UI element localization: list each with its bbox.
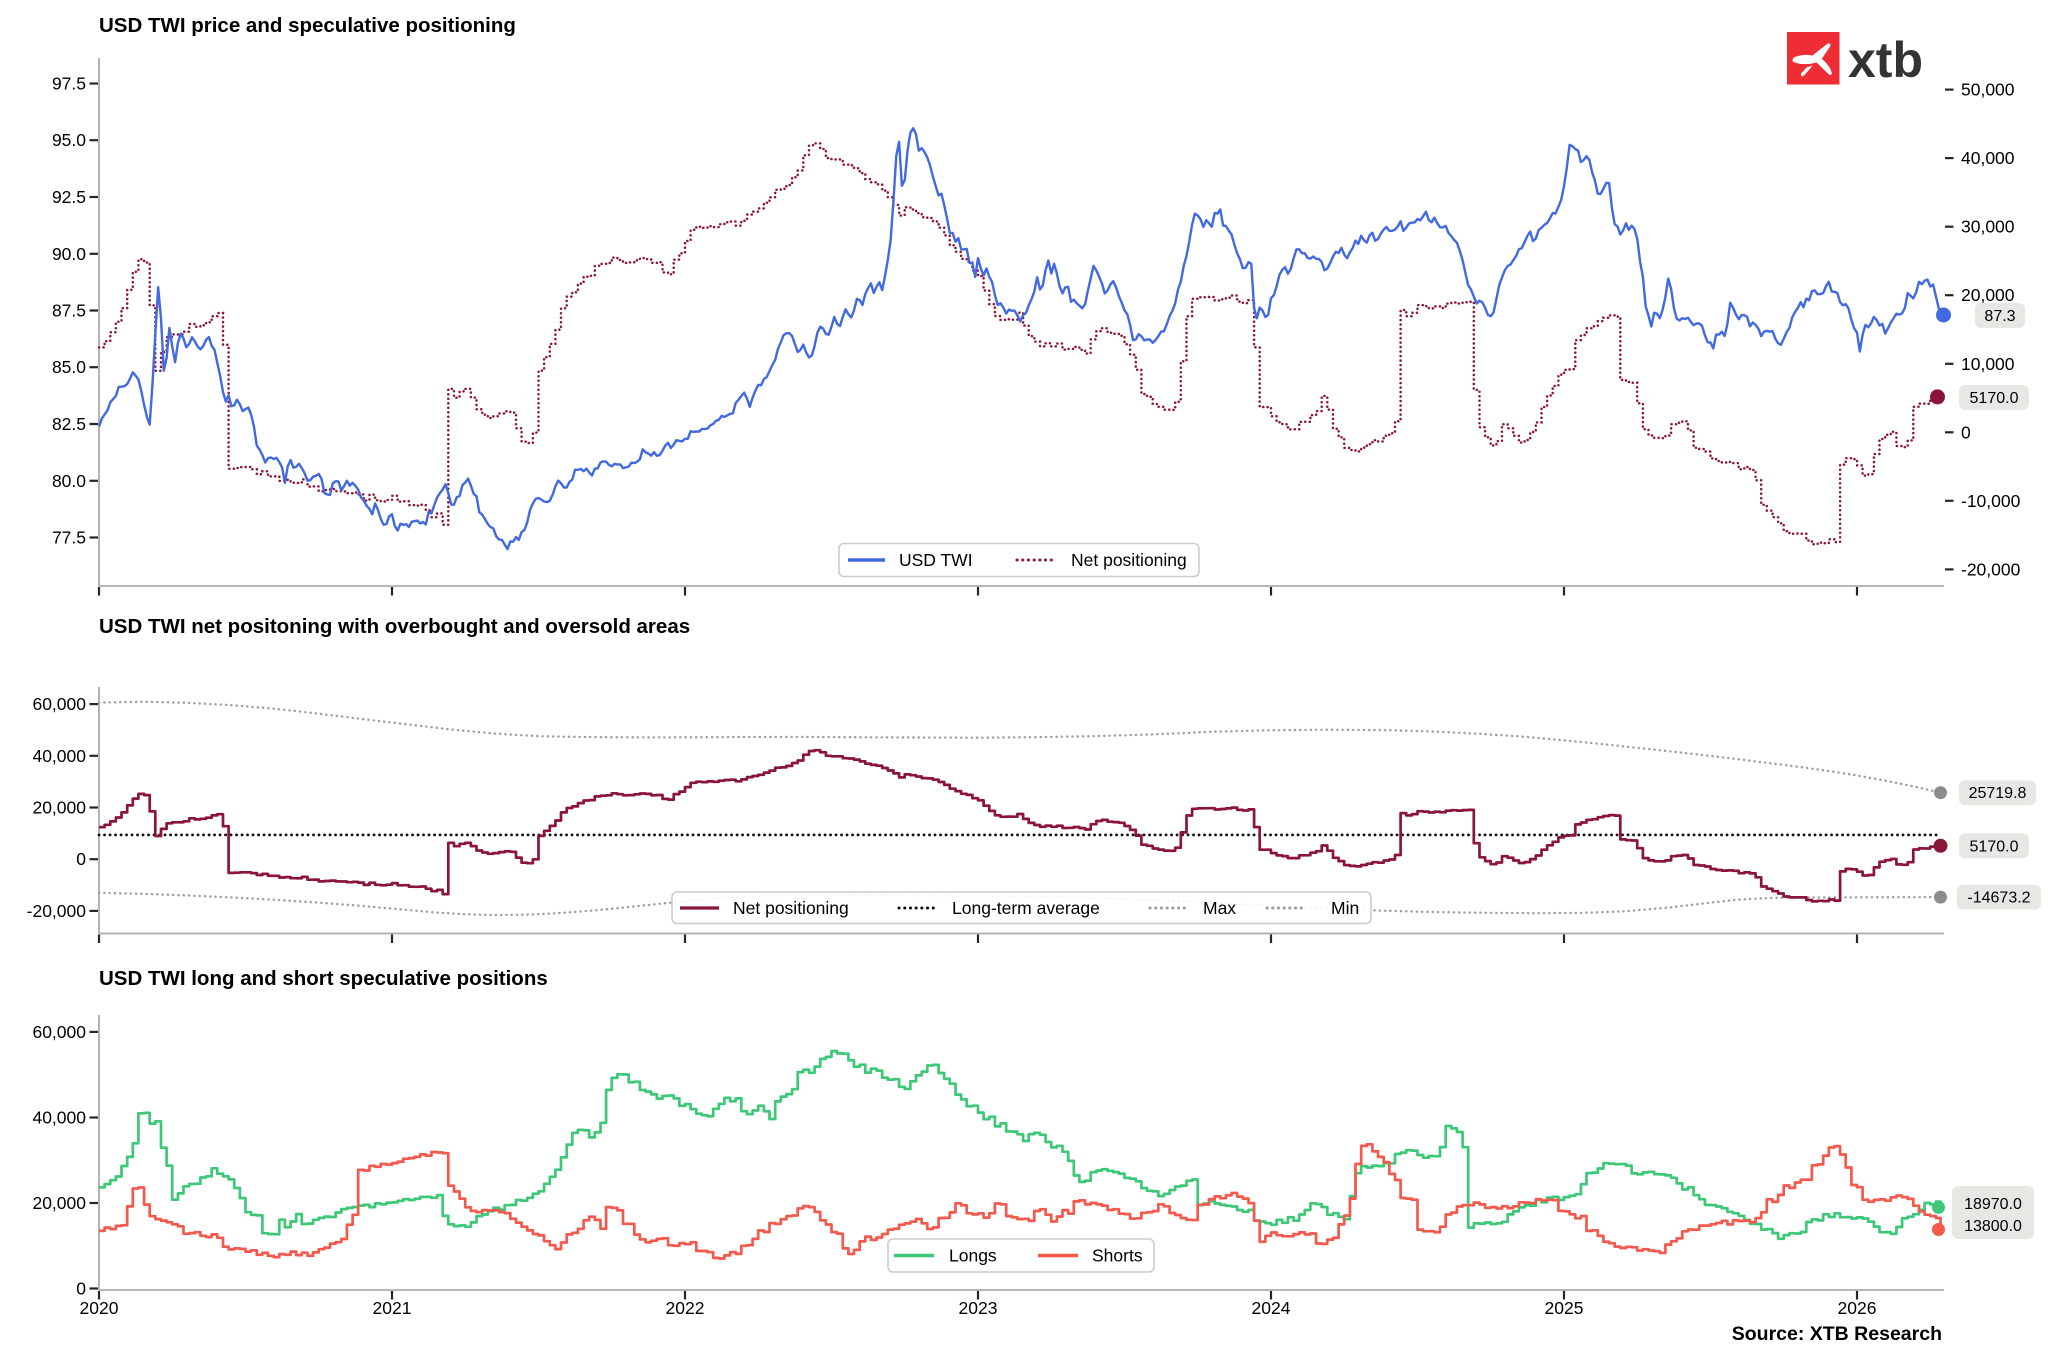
svg-text:92.5: 92.5: [52, 187, 86, 207]
svg-text:50,000: 50,000: [1961, 80, 2015, 100]
svg-text:97.5: 97.5: [52, 74, 86, 94]
svg-text:Net positioning: Net positioning: [1071, 550, 1187, 570]
svg-text:95.0: 95.0: [52, 130, 86, 150]
svg-text:13800.0: 13800.0: [1964, 1218, 2022, 1235]
svg-text:20,000: 20,000: [32, 1193, 86, 1213]
svg-text:18970.0: 18970.0: [1964, 1196, 2022, 1213]
svg-text:USD TWI: USD TWI: [899, 550, 973, 570]
svg-text:80.0: 80.0: [52, 471, 86, 491]
svg-text:USD TWI price and speculative: USD TWI price and speculative positionin…: [99, 14, 516, 37]
svg-text:20,000: 20,000: [32, 798, 86, 818]
svg-text:xtb: xtb: [1848, 32, 1923, 88]
svg-text:82.5: 82.5: [52, 414, 86, 434]
svg-text:5170.0: 5170.0: [1970, 838, 2019, 855]
svg-text:Min: Min: [1331, 898, 1359, 918]
svg-text:-20,000: -20,000: [27, 901, 87, 921]
svg-text:40,000: 40,000: [32, 1108, 86, 1128]
svg-text:25719.8: 25719.8: [1969, 785, 2027, 802]
svg-text:0: 0: [76, 849, 86, 869]
svg-text:USD TWI net positoning with ov: USD TWI net positoning with overbought a…: [99, 615, 690, 638]
svg-text:87.3: 87.3: [1984, 308, 2015, 325]
svg-text:30,000: 30,000: [1961, 217, 2015, 237]
svg-text:Net positioning: Net positioning: [733, 898, 849, 918]
svg-text:Max: Max: [1203, 898, 1236, 918]
svg-text:60,000: 60,000: [32, 694, 86, 714]
svg-text:60,000: 60,000: [32, 1022, 86, 1042]
svg-text:2021: 2021: [373, 1298, 412, 1318]
svg-text:40,000: 40,000: [32, 746, 86, 766]
svg-text:-14673.2: -14673.2: [1967, 890, 2030, 907]
svg-text:2022: 2022: [666, 1298, 705, 1318]
svg-text:USD TWI long and short specula: USD TWI long and short speculative posit…: [99, 967, 548, 990]
svg-text:2020: 2020: [80, 1298, 119, 1318]
svg-text:Shorts: Shorts: [1092, 1246, 1143, 1266]
svg-text:5170.0: 5170.0: [1970, 390, 2019, 407]
svg-text:-20,000: -20,000: [1961, 559, 2021, 579]
svg-text:2025: 2025: [1545, 1298, 1584, 1318]
svg-text:2024: 2024: [1252, 1298, 1291, 1318]
svg-text:Long-term average: Long-term average: [952, 898, 1100, 918]
svg-text:77.5: 77.5: [52, 528, 86, 548]
svg-text:2026: 2026: [1838, 1298, 1877, 1318]
svg-text:20,000: 20,000: [1961, 285, 2015, 305]
svg-text:2023: 2023: [959, 1298, 998, 1318]
svg-text:85.0: 85.0: [52, 357, 86, 377]
svg-text:-10,000: -10,000: [1961, 491, 2021, 511]
svg-text:40,000: 40,000: [1961, 148, 2015, 168]
svg-text:10,000: 10,000: [1961, 354, 2015, 374]
svg-text:Source: XTB Research: Source: XTB Research: [1732, 1323, 1942, 1345]
svg-text:87.5: 87.5: [52, 301, 86, 321]
svg-text:Longs: Longs: [949, 1246, 997, 1266]
svg-text:0: 0: [76, 1279, 86, 1299]
svg-text:0: 0: [1961, 422, 1971, 442]
svg-text:90.0: 90.0: [52, 244, 86, 264]
